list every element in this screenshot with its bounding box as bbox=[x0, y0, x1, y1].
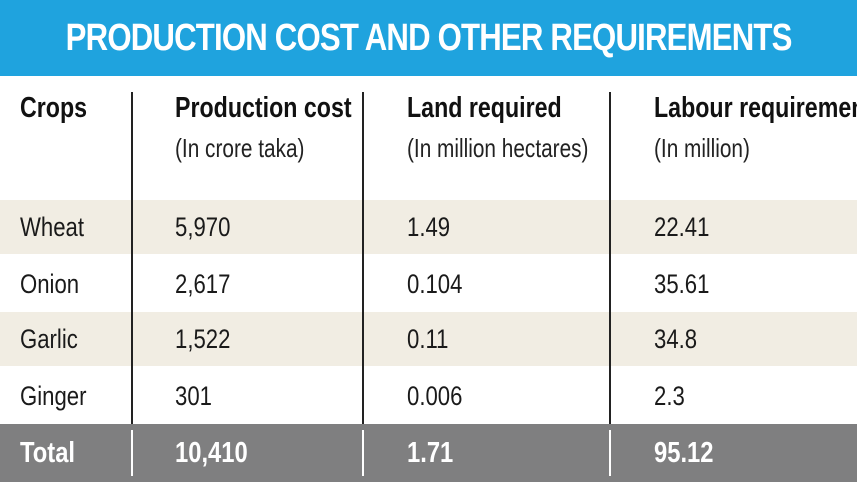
header-label: Crops bbox=[20, 92, 88, 124]
column-divider bbox=[362, 430, 364, 476]
total-production-cost: 10,410 bbox=[175, 436, 248, 469]
cell-labour-requirement: 22.41 bbox=[654, 211, 710, 242]
table-row: Ginger 301 0.006 2.3 bbox=[0, 369, 857, 423]
cell-crop: Garlic bbox=[20, 323, 78, 354]
cell-labour-requirement: 35.61 bbox=[654, 268, 710, 299]
total-label: Total bbox=[20, 436, 76, 469]
header-land-required: Land required (In million hectares) bbox=[407, 76, 634, 210]
column-divider bbox=[609, 92, 611, 424]
cell-production-cost: 301 bbox=[175, 380, 212, 411]
cell-land-required: 0.006 bbox=[407, 380, 463, 411]
header-labour-requirement: Labour requirement (In million) bbox=[654, 76, 857, 210]
table-row: Wheat 5,970 1.49 22.41 bbox=[0, 200, 857, 254]
table-row: Onion 2,617 0.104 35.61 bbox=[0, 257, 857, 311]
column-divider bbox=[362, 92, 364, 424]
cell-land-required: 0.11 bbox=[407, 323, 449, 354]
header-unit: (In million) bbox=[654, 133, 750, 163]
table-header-row: Crops Production cost (In crore taka) La… bbox=[0, 76, 857, 194]
total-labour-requirement: 95.12 bbox=[654, 436, 714, 469]
cell-crop: Onion bbox=[20, 268, 80, 299]
header-label: Land required bbox=[407, 92, 562, 124]
title-bar: PRODUCTION COST AND OTHER REQUIREMENTS bbox=[0, 0, 857, 76]
header-label: Labour requirement bbox=[654, 92, 857, 124]
cell-labour-requirement: 2.3 bbox=[654, 380, 685, 411]
header-label: Production cost bbox=[175, 92, 352, 124]
cell-production-cost: 2,617 bbox=[175, 268, 231, 299]
cell-production-cost: 1,522 bbox=[175, 323, 231, 354]
header-unit: (In million hectares) bbox=[407, 133, 589, 163]
table-total-row: Total 10,410 1.71 95.12 bbox=[0, 424, 857, 482]
cell-crop: Wheat bbox=[20, 211, 84, 242]
total-land-required: 1.71 bbox=[407, 436, 454, 469]
column-divider bbox=[131, 430, 133, 476]
column-divider bbox=[131, 92, 133, 424]
cell-crop: Ginger bbox=[20, 380, 87, 411]
header-production-cost: Production cost (In crore taka) bbox=[175, 76, 396, 210]
header-unit: (In crore taka) bbox=[175, 133, 305, 163]
cell-labour-requirement: 34.8 bbox=[654, 323, 698, 354]
table-title: PRODUCTION COST AND OTHER REQUIREMENTS bbox=[65, 16, 793, 59]
cell-production-cost: 5,970 bbox=[175, 211, 231, 242]
cell-land-required: 0.104 bbox=[407, 268, 463, 299]
column-divider bbox=[609, 430, 611, 476]
table-row: Garlic 1,522 0.11 34.8 bbox=[0, 312, 857, 366]
cell-land-required: 1.49 bbox=[407, 211, 451, 242]
header-crops: Crops bbox=[20, 76, 104, 210]
